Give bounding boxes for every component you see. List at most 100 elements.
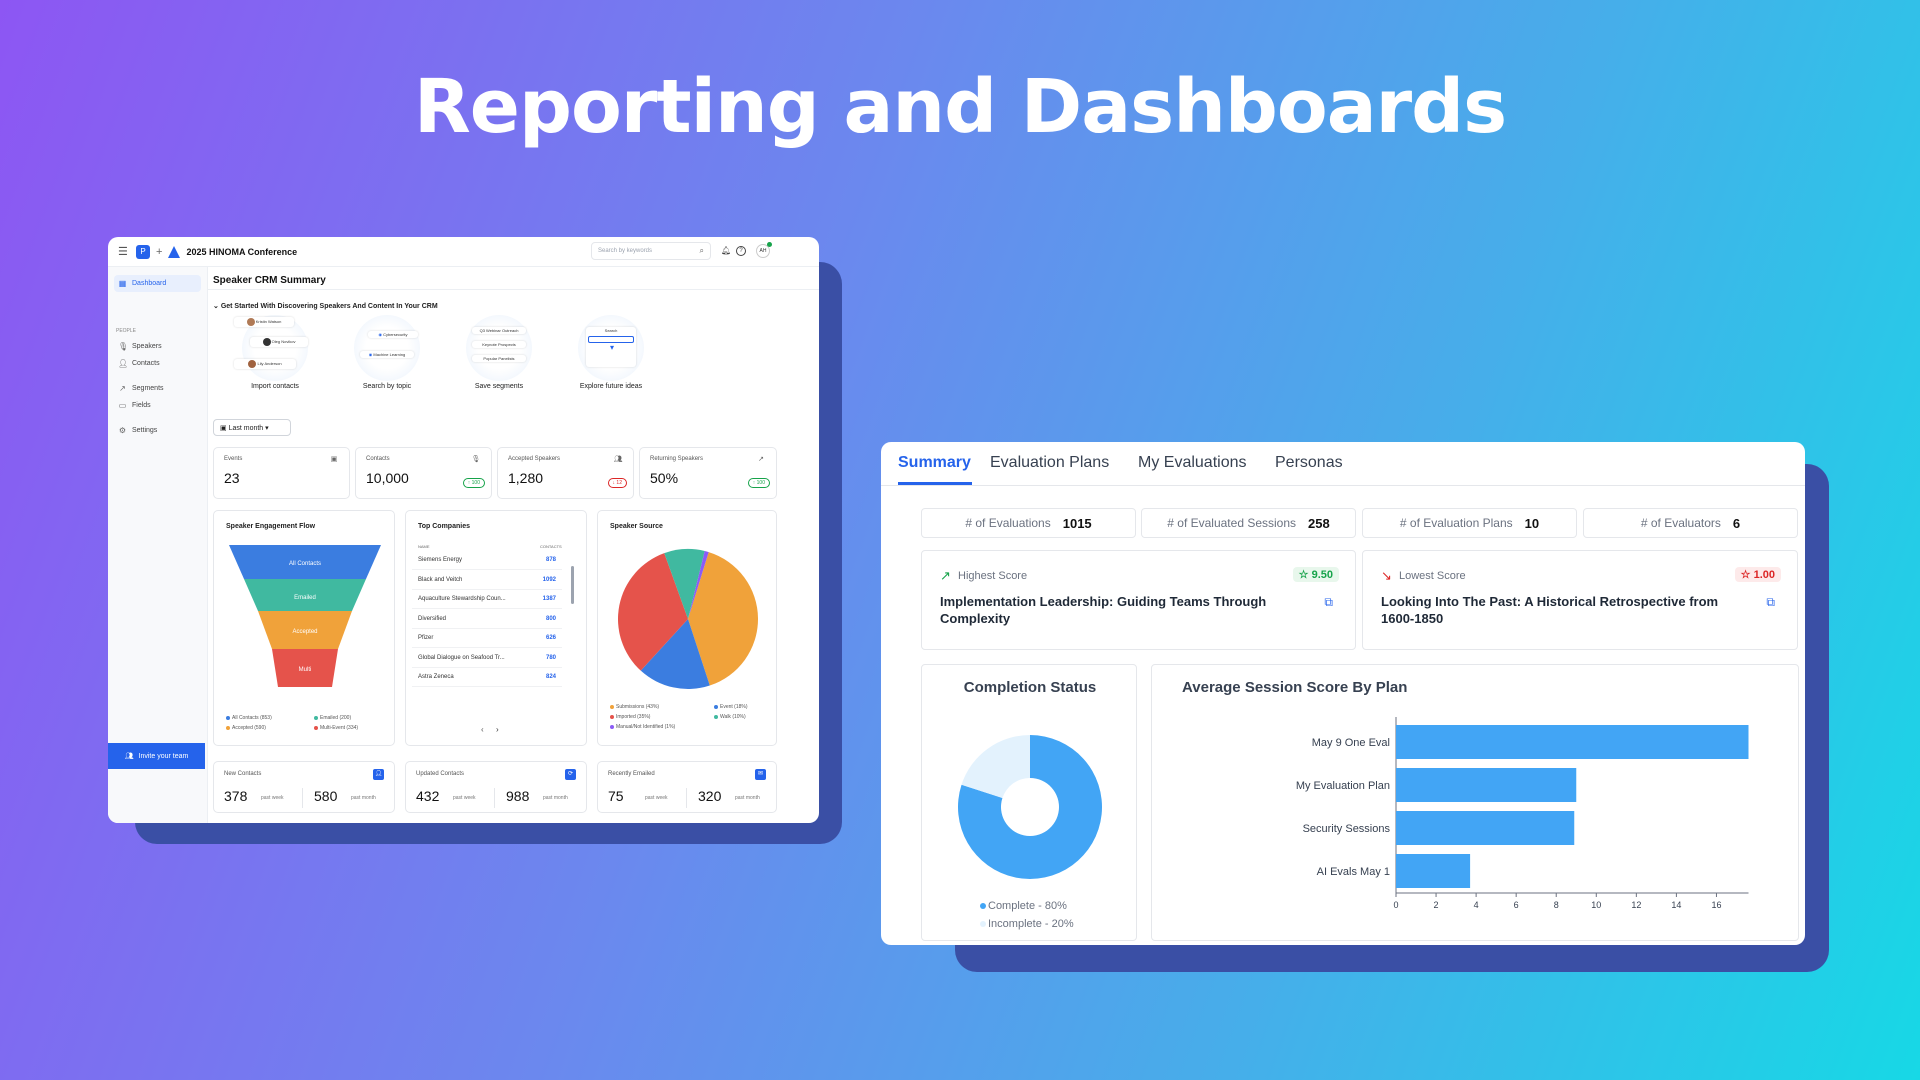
- segment-chip: Q3 Webinar Outreach: [472, 327, 526, 334]
- topic-chip: ◉ Cybersecurity: [368, 331, 418, 338]
- app-logo-icon[interactable]: P: [136, 244, 150, 259]
- x-tick-label: 0: [1393, 900, 1398, 910]
- getting-started-toggle[interactable]: ⌄ Get Started With Discovering Speakers …: [213, 302, 438, 310]
- company-contacts-count[interactable]: 800: [545, 615, 556, 622]
- kpi-value: 6: [1732, 515, 1741, 531]
- page-title: Speaker CRM Summary: [213, 275, 326, 286]
- pie-slice-imported[interactable]: [618, 553, 688, 671]
- next-page-button[interactable]: ›: [496, 725, 499, 734]
- company-contacts-count[interactable]: 780: [545, 654, 556, 661]
- trend-badge: ↓ 12: [607, 478, 627, 488]
- engagement-funnel-panel: Speaker Engagement Flow All Contacts Ema…: [213, 510, 395, 746]
- external-link-icon[interactable]: ⧉: [1766, 595, 1775, 609]
- pie-slice-event[interactable]: [640, 619, 710, 689]
- session-title: Implementation Leadership: Guiding Teams…: [940, 594, 1267, 626]
- onboarding-illustration: Kristin Watson Oleg Novikov Lily Anderso…: [234, 315, 308, 381]
- x-tick-label: 4: [1474, 900, 1479, 910]
- avatar[interactable]: AH: [756, 244, 770, 258]
- score-badge: ☆ 9.50: [1292, 567, 1339, 582]
- bar-security-sessions[interactable]: [1396, 811, 1575, 845]
- panel-title: Speaker Engagement Flow: [226, 523, 316, 530]
- table-row[interactable]: Diversified 800: [412, 610, 562, 629]
- legend-item: Incomplete - 20%: [980, 918, 1074, 930]
- bar-ai-evals-may-1[interactable]: [1396, 854, 1471, 888]
- stat-sublabel: past week: [645, 795, 668, 801]
- help-icon[interactable]: ?: [736, 246, 746, 256]
- donut-slice-complete[interactable]: [958, 735, 1102, 879]
- calendar-icon: ▣: [330, 456, 338, 463]
- table-row[interactable]: Siemens Energy 878: [412, 551, 562, 570]
- scrollbar[interactable]: [571, 566, 574, 604]
- funnel-stage-all-contacts: [229, 545, 381, 579]
- sidebar-item-segments[interactable]: ↗ Segments: [114, 380, 201, 397]
- kpi-label: # of Evaluations: [965, 516, 1051, 530]
- sidebar-item-fields[interactable]: ▭ Fields: [114, 397, 201, 414]
- onboarding-import-contacts[interactable]: Kristin Watson Oleg Novikov Lily Anderso…: [225, 315, 325, 390]
- x-tick-label: 14: [1671, 900, 1681, 910]
- pie-slice-manual-not-identified[interactable]: [688, 551, 709, 619]
- legend-label: Imported (35%): [616, 714, 651, 720]
- tab-personas[interactable]: Personas: [1275, 454, 1343, 471]
- sidebar-item-speakers[interactable]: 🎙︎ Speakers: [114, 338, 201, 355]
- bar-my-evaluation-plan[interactable]: [1396, 768, 1577, 802]
- table-row[interactable]: Global Dialogue on Seafood Tr... 780: [412, 649, 562, 668]
- sidebar-item-settings[interactable]: ⚙ Settings: [114, 422, 201, 439]
- contact-avatar-icon: [246, 318, 255, 326]
- menu-icon[interactable]: ☰: [118, 246, 128, 258]
- plus-icon[interactable]: +: [156, 245, 163, 258]
- microphone-icon: 🎙︎: [118, 342, 129, 351]
- avg-session-score-panel: Average Session Score By Plan May 9 One …: [1151, 664, 1799, 941]
- stat-label: Returning Speakers: [650, 456, 704, 462]
- conference-name[interactable]: 2025 HINOMA Conference: [186, 246, 298, 257]
- invite-team-button[interactable]: 👥︎ Invite your team: [108, 743, 205, 769]
- sidebar-item-dashboard[interactable]: ▦ Dashboard: [114, 275, 201, 292]
- x-tick-label: 2: [1434, 900, 1439, 910]
- pie-slice-walk[interactable]: [664, 549, 705, 619]
- table-row[interactable]: Black and Veitch 1092: [412, 571, 562, 590]
- legend-item: Emailed (200): [314, 715, 351, 721]
- company-contacts-count[interactable]: 1387: [542, 596, 556, 602]
- column-header-name: NAME: [418, 544, 430, 549]
- funnel-label: Accepted: [292, 629, 317, 635]
- funnel-chart: All Contacts Emailed Accepted Multi: [229, 545, 381, 687]
- explore-field: [588, 336, 634, 343]
- search-input[interactable]: Search by keywords ⌕: [591, 242, 711, 260]
- table-row[interactable]: Astra Zeneca 824: [412, 668, 562, 687]
- people-icon: 👥︎: [613, 456, 623, 463]
- date-range-select[interactable]: ▣ Last month ▾: [213, 419, 291, 436]
- onboarding-explore-ideas[interactable]: Search ▾ Explore future ideas: [561, 315, 661, 390]
- company-contacts-count[interactable]: 1092: [542, 576, 556, 583]
- search-icon[interactable]: ⌕: [699, 246, 704, 255]
- stat-value: 23: [224, 470, 240, 486]
- bell-icon[interactable]: 🔔︎: [721, 246, 732, 255]
- donut-slice-incomplete[interactable]: [961, 735, 1030, 799]
- kpi-evaluators: # of Evaluators 6: [1583, 508, 1798, 538]
- stat-label: Updated Contacts: [416, 771, 465, 777]
- pie-slice-submissions[interactable]: [688, 552, 758, 686]
- crm-app-window: ☰ P + 2025 HINOMA Conference Search by k…: [108, 237, 819, 823]
- bar-may-9-one-eval[interactable]: [1396, 725, 1749, 759]
- tab-evaluation-plans[interactable]: Evaluation Plans: [990, 454, 1110, 471]
- onboarding-save-segments[interactable]: Q3 Webinar Outreach Keynote Prospects Po…: [449, 315, 549, 390]
- legend-item: All Contacts (853): [226, 715, 272, 721]
- gear-icon: ⚙: [118, 426, 127, 435]
- external-link-icon[interactable]: ⧉: [1324, 595, 1333, 609]
- table-row[interactable]: Aquaculture Stewardship Coun... 1387: [412, 590, 562, 609]
- onboarding-search-topic[interactable]: ◉ Cybersecurity ◉ Machine Learning Searc…: [337, 315, 437, 390]
- sidebar-item-contacts[interactable]: 👤︎ Contacts: [114, 355, 201, 372]
- speaker-source-pie: [618, 549, 758, 689]
- table-row[interactable]: Pfizer 626: [412, 629, 562, 648]
- search-icon: ◉: [378, 332, 382, 337]
- tab-my-evaluations[interactable]: My Evaluations: [1138, 454, 1247, 471]
- company-contacts-count[interactable]: 626: [545, 635, 556, 641]
- prev-page-button[interactable]: ‹: [481, 725, 484, 734]
- onboarding-illustration: Search ▾: [578, 315, 644, 381]
- funnel-label: All Contacts: [289, 561, 321, 567]
- tab-summary[interactable]: Summary: [898, 454, 971, 471]
- company-contacts-count[interactable]: 878: [545, 557, 556, 563]
- main-content: Speaker CRM Summary ⌄ Get Started With D…: [208, 267, 819, 823]
- stat-sublabel: past month: [735, 795, 760, 801]
- funnel-stage-multi: [272, 649, 338, 687]
- company-contacts-count[interactable]: 824: [545, 674, 556, 680]
- search-icon: ◉: [368, 352, 373, 357]
